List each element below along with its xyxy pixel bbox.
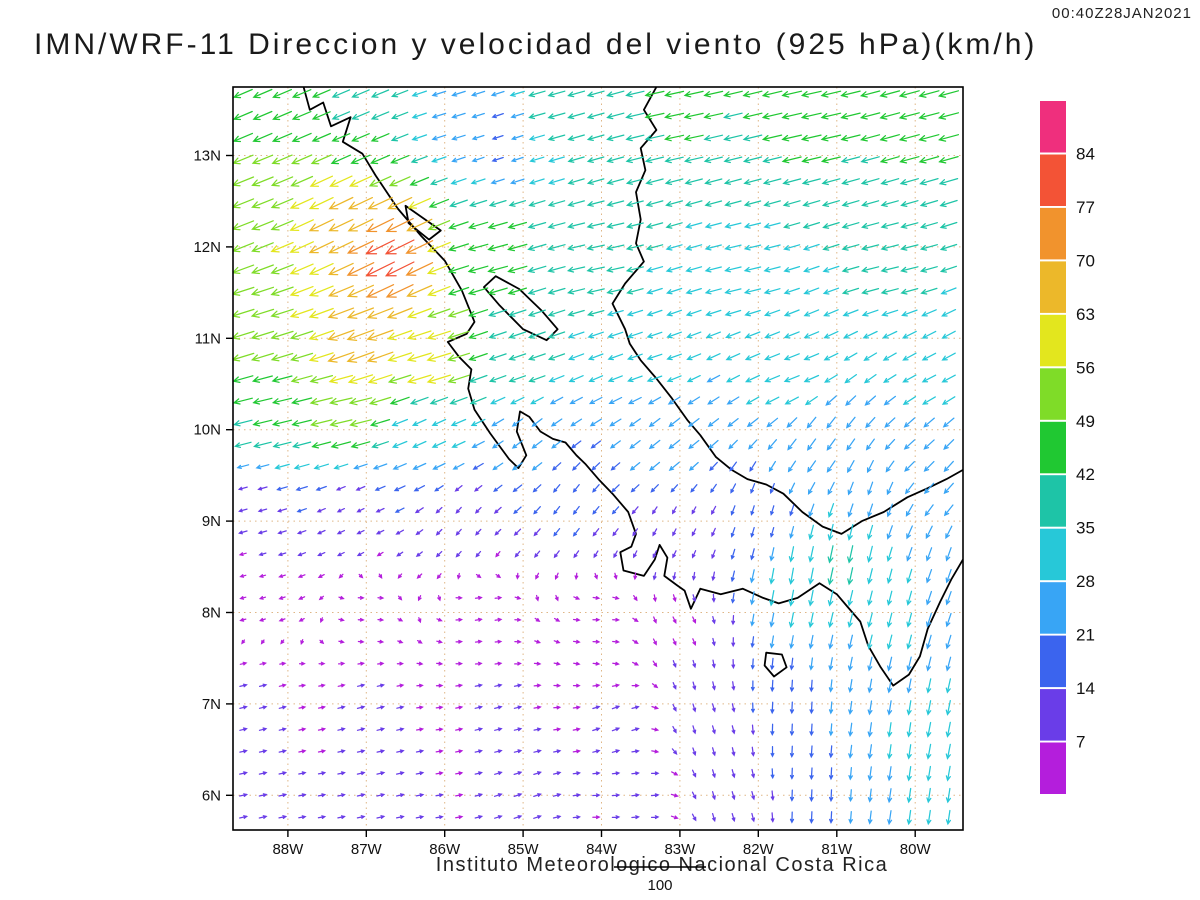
colorbar-label: 77 [1076, 198, 1095, 217]
graticule [233, 87, 963, 830]
colorbar-label: 14 [1076, 679, 1095, 698]
axis-labels: 88W 87W 86W 85W 84W 83W 82W 81W 80W6N7N8N9N10N11… [193, 148, 931, 859]
wind-arrows [233, 88, 960, 826]
map-frame [232, 86, 964, 831]
y-tick-label: 11N [195, 330, 221, 347]
colorbar-label: 56 [1076, 358, 1095, 377]
y-tick-label: 12N [193, 239, 221, 256]
colorbar-label: 70 [1076, 251, 1095, 270]
y-tick-label: 13N [193, 148, 221, 165]
colorbar-label: 35 [1076, 519, 1095, 538]
run-timestamp: 00:40Z28JAN2021 [1051, 5, 1192, 22]
y-tick-label: 9N [202, 513, 221, 530]
colorbar-label: 49 [1076, 412, 1095, 431]
y-tick-label: 7N [202, 696, 221, 713]
colorbar-label: 84 [1076, 145, 1095, 164]
y-tick-label: 8N [202, 605, 221, 622]
coastline [302, 87, 963, 687]
y-tick-label: 6N [202, 787, 221, 804]
chart-title: IMN/WRF-11 Direccion y velocidad del vie… [34, 28, 1038, 61]
y-tick-label: 10N [193, 422, 221, 439]
reference-vector-label: 100 [647, 877, 672, 894]
colorbar: 7 14 21 28 35 42 49 56 63 70 77 84 [1040, 101, 1095, 794]
colorbar-label: 7 [1076, 733, 1085, 752]
colorbar-label: 21 [1076, 626, 1095, 645]
colorbar-label: 42 [1076, 465, 1095, 484]
colorbar-label: 28 [1076, 572, 1095, 591]
colorbar-label: 63 [1076, 305, 1095, 324]
chart-footer: Instituto Meteorologico Nacional Costa R… [435, 854, 889, 876]
